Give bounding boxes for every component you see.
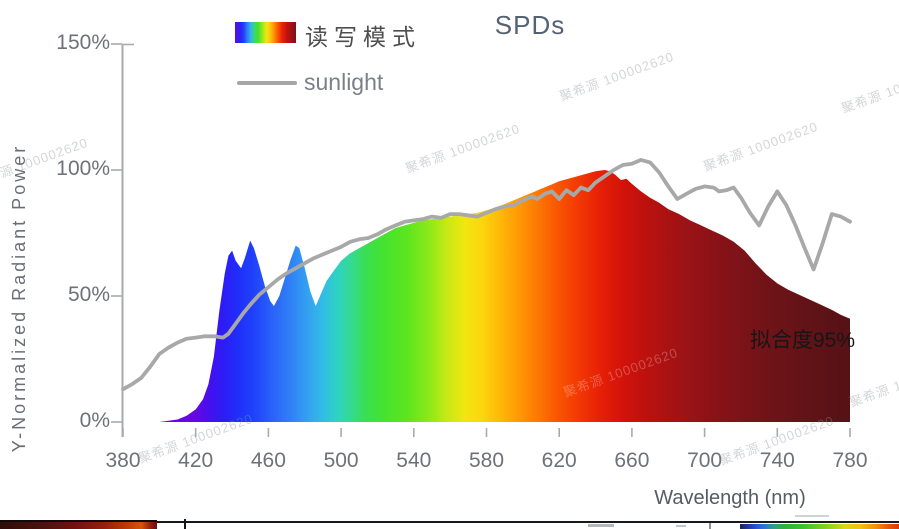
x-tick-label: 780 (832, 449, 868, 472)
x-tick-label: 740 (759, 449, 795, 472)
table-top-border (157, 521, 899, 523)
x-tick-label: 500 (323, 449, 359, 472)
x-tick-label: 660 (614, 449, 650, 472)
x-tick-label: 540 (396, 449, 432, 472)
chart-title: SPDs (494, 10, 566, 40)
cropped-text-sliver (676, 525, 686, 527)
x-tick-label: 420 (178, 449, 214, 472)
reading-mode-spectrum-area (123, 170, 850, 422)
y-tick-label: 50% (67, 283, 110, 306)
x-tick-label: 580 (468, 449, 505, 472)
x-tick-label: 620 (541, 449, 577, 472)
x-tick-label: 700 (687, 449, 723, 472)
sunlight-line (121, 158, 852, 392)
legend-swatch-sunlight (237, 81, 297, 85)
legend-swatch-reading-mode (235, 22, 296, 43)
x-axis-label: Wavelength (nm) (654, 487, 806, 509)
table-column-divider (709, 523, 711, 529)
x-tick-label: 380 (105, 449, 141, 472)
y-tick-label: 150% (56, 31, 110, 54)
cropped-text-sliver (795, 515, 829, 517)
x-tick-label: 460 (250, 449, 286, 472)
table-column-divider (184, 519, 186, 529)
y-tick-label: 100% (56, 157, 110, 180)
spectrum-thumbnail-sliver (740, 524, 899, 529)
fit-degree-annotation: 拟合度95% (750, 329, 856, 352)
cropped-text-sliver (588, 524, 614, 527)
legend-label-sunlight: sunlight (304, 69, 384, 95)
legend-label-reading-mode: 读写模式 (305, 24, 421, 50)
bottom-strip (0, 515, 899, 529)
y-tick-label: 0% (79, 409, 110, 432)
spd-thumbnail-dark-red-sliver (0, 520, 157, 529)
chart-axes (111, 43, 851, 437)
